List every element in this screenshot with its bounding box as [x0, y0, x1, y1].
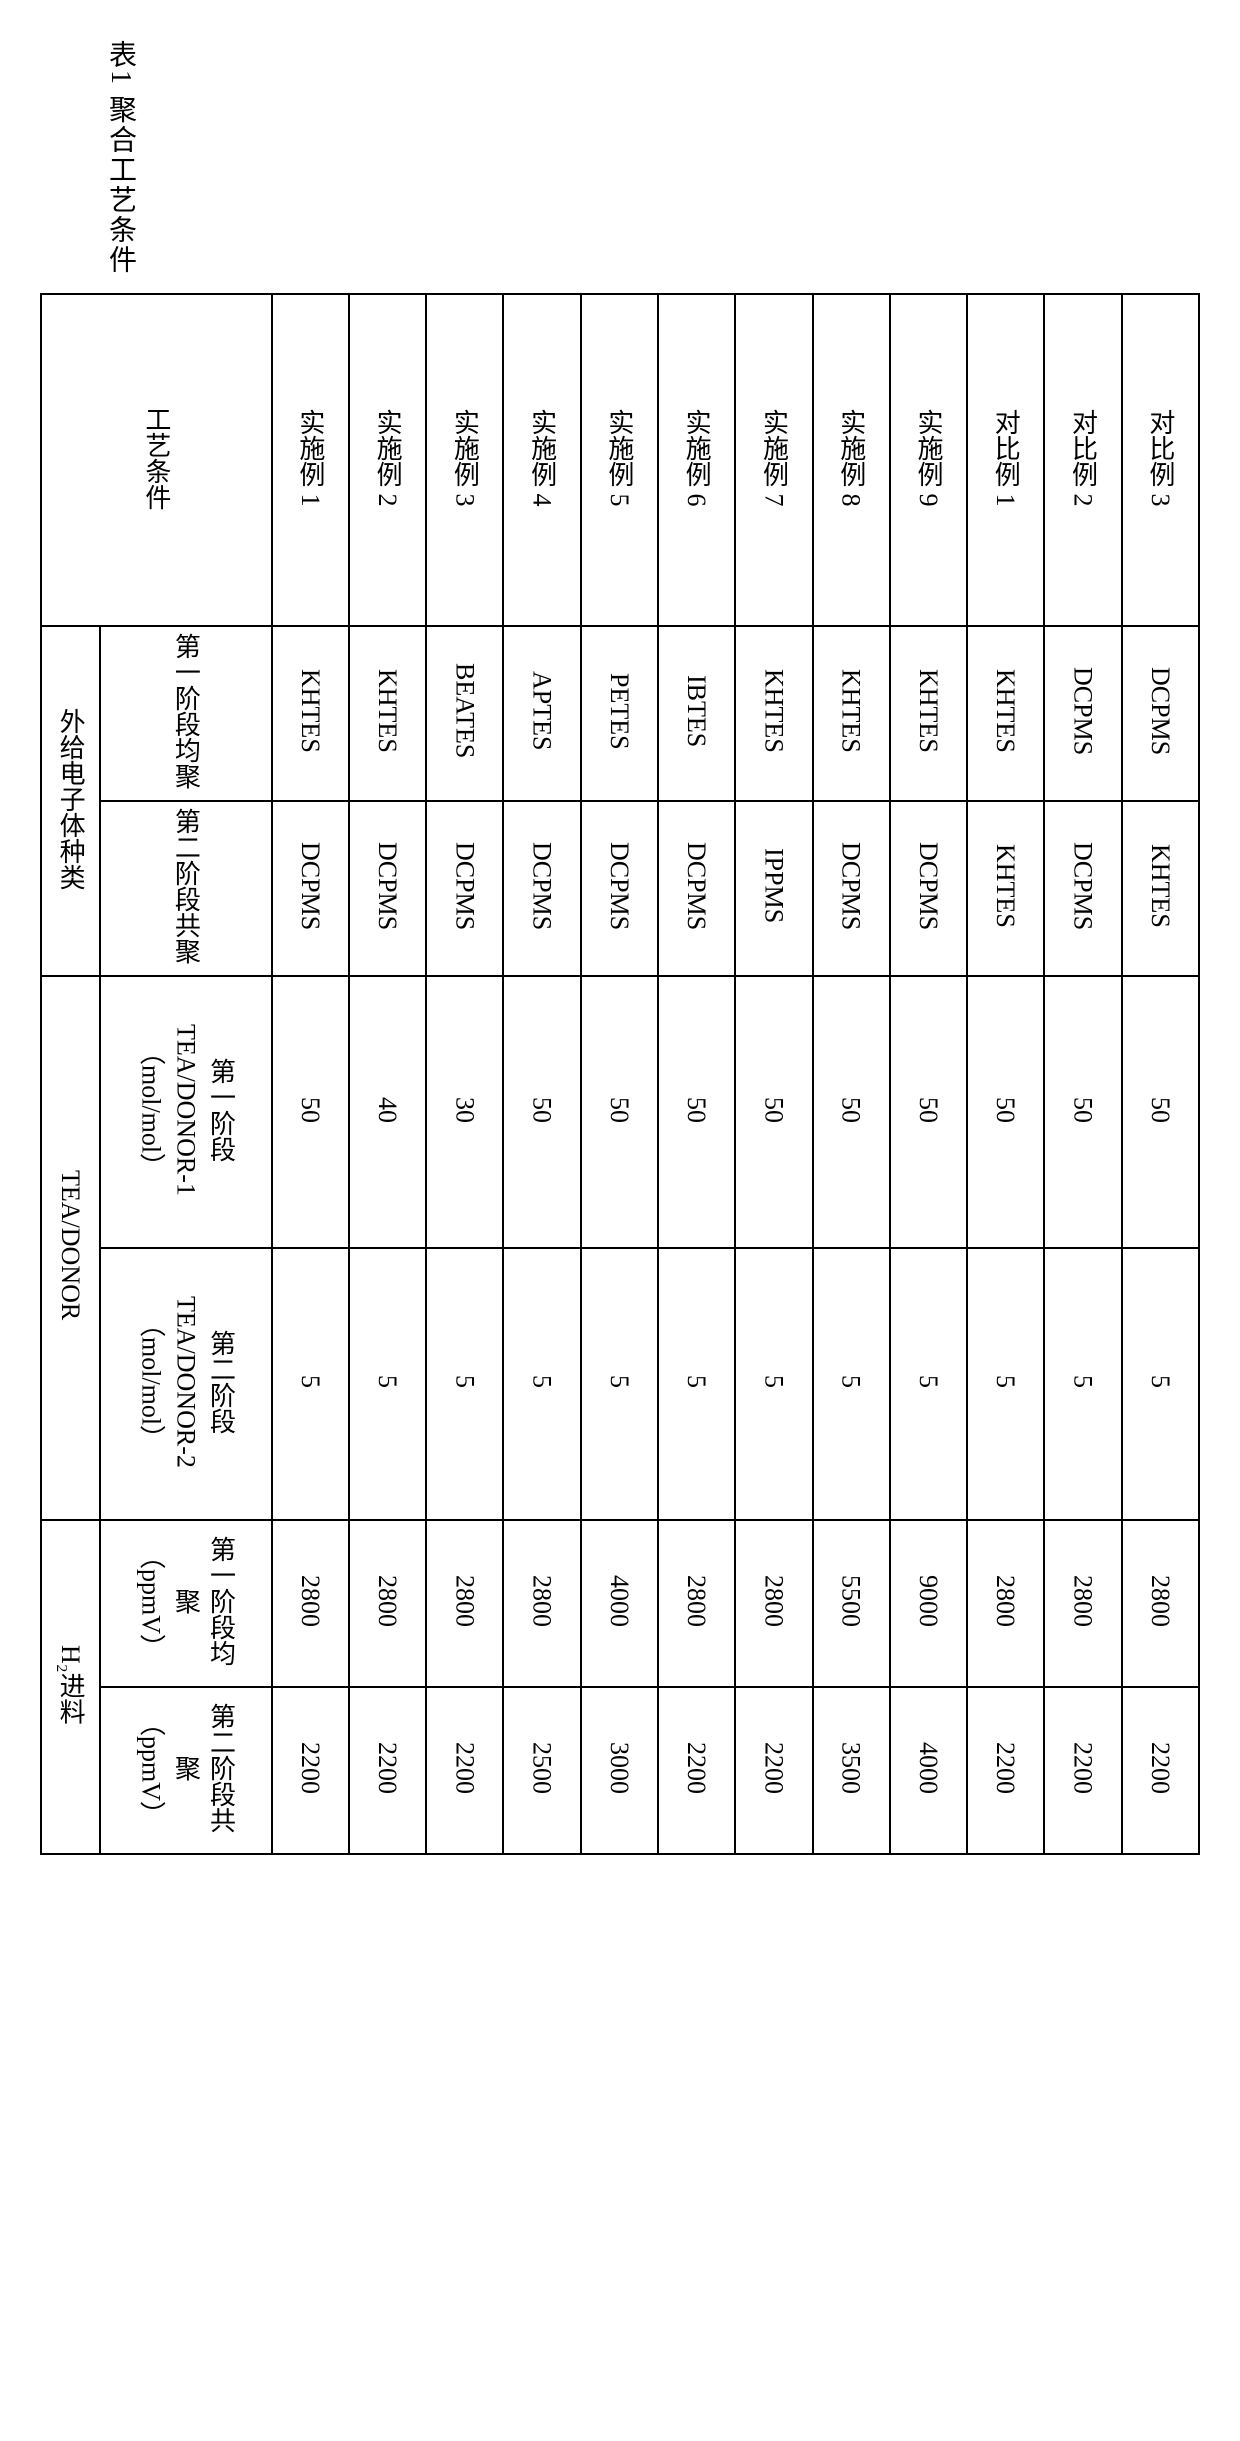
data-cell: 5 [426, 1248, 503, 1520]
data-cell: PETES [581, 626, 658, 801]
data-cell: KHTES [735, 626, 812, 801]
column-header: 实施例 7 [735, 294, 812, 626]
data-cell: DCPMS [1044, 801, 1121, 976]
data-cell: 50 [272, 976, 349, 1248]
group-label: H₂进料 [41, 1520, 100, 1854]
data-cell: 5 [1122, 1248, 1199, 1520]
data-cell: 5 [813, 1248, 890, 1520]
data-cell: 5 [658, 1248, 735, 1520]
data-cell: 5 [503, 1248, 580, 1520]
data-cell: DCPMS [813, 801, 890, 976]
conditions-table: 工艺条件实施例 1实施例 2实施例 3实施例 4实施例 5实施例 6实施例 7实… [40, 293, 1200, 1855]
sub-label: 第一阶段TEA/DONOR-1（mol/mol） [100, 976, 272, 1248]
data-cell: 5500 [813, 1520, 890, 1687]
data-cell: DCPMS [426, 801, 503, 976]
data-cell: 2800 [967, 1520, 1044, 1687]
data-cell: DCPMS [581, 801, 658, 976]
data-cell: 50 [503, 976, 580, 1248]
data-cell: 2800 [658, 1520, 735, 1687]
data-cell: 50 [581, 976, 658, 1248]
data-cell: KHTES [1122, 801, 1199, 976]
data-cell: 5 [967, 1248, 1044, 1520]
data-cell: 2200 [735, 1687, 812, 1854]
column-header: 实施例 2 [349, 294, 426, 626]
data-cell: 50 [967, 976, 1044, 1248]
column-header: 实施例 3 [426, 294, 503, 626]
group-label: 外给电子体种类 [41, 626, 100, 976]
sub-label: 第二阶段TEA/DONOR-2（mol/mol） [100, 1248, 272, 1520]
sub-label: 第一阶段均聚 [100, 626, 272, 801]
data-cell: 4000 [581, 1520, 658, 1687]
data-cell: 2200 [1044, 1687, 1121, 1854]
data-cell: 2800 [735, 1520, 812, 1687]
data-cell: 40 [349, 976, 426, 1248]
data-cell: 2800 [1122, 1520, 1199, 1687]
data-cell: 3000 [581, 1687, 658, 1854]
data-cell: 2500 [503, 1687, 580, 1854]
data-cell: 50 [735, 976, 812, 1248]
data-cell: DCPMS [272, 801, 349, 976]
data-cell: DCPMS [1044, 626, 1121, 801]
data-cell: 2200 [1122, 1687, 1199, 1854]
column-header: 实施例 1 [272, 294, 349, 626]
data-cell: 50 [813, 976, 890, 1248]
data-cell: KHTES [967, 801, 1044, 976]
data-cell: 50 [1044, 976, 1121, 1248]
data-cell: 2200 [272, 1687, 349, 1854]
data-cell: 50 [890, 976, 967, 1248]
column-header: 对比例 1 [967, 294, 1044, 626]
sub-label: 第二阶段共聚（ppmV） [100, 1687, 272, 1854]
data-cell: 5 [349, 1248, 426, 1520]
data-cell: DCPMS [503, 801, 580, 976]
data-cell: APTES [503, 626, 580, 801]
data-cell: 2800 [426, 1520, 503, 1687]
column-header: 对比例 2 [1044, 294, 1121, 626]
column-header: 对比例 3 [1122, 294, 1199, 626]
data-cell: 5 [735, 1248, 812, 1520]
data-cell: KHTES [967, 626, 1044, 801]
group-label: TEA/DONOR [41, 976, 100, 1520]
sub-label: 第二阶段共聚 [100, 801, 272, 976]
data-cell: DCPMS [1122, 626, 1199, 801]
data-cell: 5 [272, 1248, 349, 1520]
column-header: 实施例 4 [503, 294, 580, 626]
data-cell: IBTES [658, 626, 735, 801]
data-cell: KHTES [272, 626, 349, 801]
data-cell: KHTES [890, 626, 967, 801]
data-cell: 2800 [349, 1520, 426, 1687]
data-cell: 3500 [813, 1687, 890, 1854]
data-cell: 50 [658, 976, 735, 1248]
column-header: 实施例 5 [581, 294, 658, 626]
corner-label: 工艺条件 [41, 294, 272, 626]
column-header: 实施例 9 [890, 294, 967, 626]
data-cell: 5 [890, 1248, 967, 1520]
data-cell: 9000 [890, 1520, 967, 1687]
data-cell: DCPMS [890, 801, 967, 976]
data-cell: DCPMS [349, 801, 426, 976]
data-cell: KHTES [349, 626, 426, 801]
data-cell: 30 [426, 976, 503, 1248]
table-caption: 表1 聚合工艺条件 [100, 40, 140, 275]
data-cell: BEATES [426, 626, 503, 801]
data-cell: KHTES [813, 626, 890, 801]
data-cell: 50 [1122, 976, 1199, 1248]
data-cell: 2200 [349, 1687, 426, 1854]
column-header: 实施例 6 [658, 294, 735, 626]
data-cell: 2200 [967, 1687, 1044, 1854]
data-cell: DCPMS [658, 801, 735, 976]
data-cell: IPPMS [735, 801, 812, 976]
data-cell: 2200 [426, 1687, 503, 1854]
data-cell: 5 [581, 1248, 658, 1520]
data-cell: 2800 [1044, 1520, 1121, 1687]
data-cell: 4000 [890, 1687, 967, 1854]
column-header: 实施例 8 [813, 294, 890, 626]
data-cell: 2800 [272, 1520, 349, 1687]
data-cell: 5 [1044, 1248, 1121, 1520]
data-cell: 2800 [503, 1520, 580, 1687]
sub-label: 第一阶段均聚（ppmV） [100, 1520, 272, 1687]
data-cell: 2200 [658, 1687, 735, 1854]
